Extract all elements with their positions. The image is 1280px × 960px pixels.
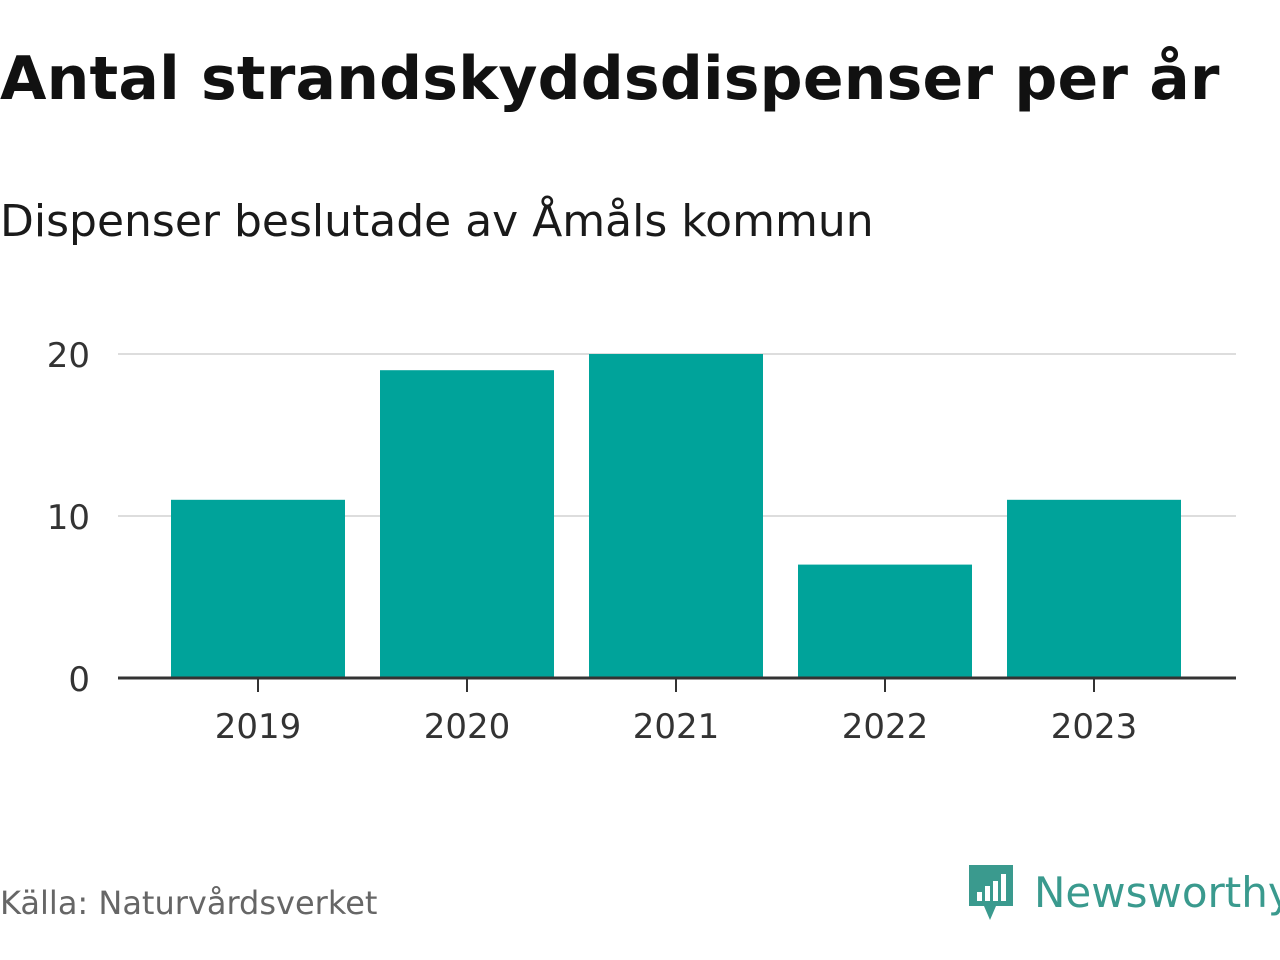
- brand-logo: Newsworthy: [966, 862, 1280, 922]
- bar-2020: [380, 370, 554, 678]
- x-tick-label: 2021: [633, 707, 720, 747]
- x-tick-label: 2023: [1051, 707, 1138, 747]
- y-tick-label: 10: [47, 498, 90, 538]
- bar-chart-speech-bubble-icon: [969, 865, 1013, 920]
- bar-2023: [1007, 499, 1181, 678]
- source-note: Källa: Naturvårdsverket: [0, 884, 378, 922]
- bar-2022: [798, 564, 972, 678]
- bar-2019: [171, 499, 345, 678]
- x-tick-label: 2022: [842, 707, 929, 747]
- x-tick-label: 2019: [215, 707, 302, 747]
- chart-subtitle: Dispenser beslutade av Åmåls kommun: [0, 196, 874, 247]
- bar-2021: [589, 354, 763, 678]
- y-tick-label: 20: [47, 336, 90, 376]
- chart-title: Antal strandskyddsdispenser per år: [0, 44, 1220, 114]
- brand-name: Newsworthy: [1034, 867, 1280, 917]
- x-tick-label: 2020: [424, 707, 511, 747]
- y-tick-label: 0: [68, 660, 90, 700]
